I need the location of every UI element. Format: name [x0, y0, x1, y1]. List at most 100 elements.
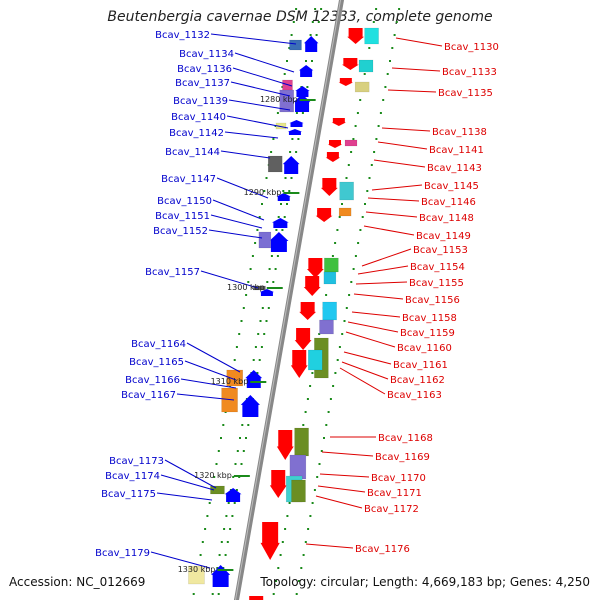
guide-dot	[261, 203, 263, 205]
gene-label-bcav-1157: Bcav_1157	[145, 267, 200, 278]
guide-dot	[235, 489, 238, 491]
guide-dot	[306, 86, 309, 88]
summary-text: Topology: circular; Length: 4,669,183 bp…	[260, 575, 590, 589]
reverse-gene-arrow	[269, 470, 287, 498]
guide-dot	[227, 502, 230, 504]
reverse-gene-arrow	[260, 522, 280, 560]
guide-dot	[295, 151, 298, 153]
guide-dot	[261, 307, 264, 309]
gene-label-bcav-1135: Bcav_1135	[438, 88, 493, 99]
guide-dot	[304, 411, 307, 413]
leader-line	[208, 229, 263, 239]
guide-dot	[256, 372, 259, 374]
forward-gene-arrow	[276, 193, 291, 201]
guide-dot	[279, 554, 282, 556]
gene-label-bcav-1173: Bcav_1173	[109, 456, 164, 467]
gene-block	[210, 485, 225, 495]
guide-dot	[275, 229, 278, 231]
leader-line	[232, 67, 293, 87]
guide-dot	[363, 73, 366, 75]
backbone-highlight	[234, 0, 342, 600]
leader-line	[377, 141, 428, 150]
guide-dot	[356, 112, 359, 114]
gene-label-bcav-1138: Bcav_1138	[432, 127, 487, 138]
reverse-gene-arrow	[320, 178, 338, 196]
guide-dot	[352, 138, 355, 140]
gene-block	[354, 81, 370, 93]
forward-gene-arrow	[271, 218, 289, 228]
leader-line	[226, 115, 289, 129]
guide-dot	[292, 21, 295, 23]
leader-line	[224, 131, 279, 139]
gene-label-bcav-1146: Bcav_1146	[421, 197, 476, 208]
leader-line	[305, 543, 354, 549]
guide-dot	[398, 8, 401, 10]
guide-dot	[311, 60, 313, 62]
guide-dot	[295, 8, 298, 10]
guide-dot	[268, 268, 271, 270]
guide-dot	[291, 138, 294, 140]
leader-line	[228, 99, 291, 111]
leader-line	[367, 197, 420, 202]
guide-dot	[272, 281, 275, 283]
leader-line	[210, 33, 297, 45]
gene-block	[253, 285, 266, 291]
guide-dot	[354, 255, 357, 257]
guide-dot	[281, 86, 284, 88]
guide-dot	[272, 593, 275, 595]
guide-dot	[263, 333, 266, 335]
backbone	[233, 0, 345, 600]
gene-label-bcav-1170: Bcav_1170	[371, 473, 426, 484]
guide-dot	[270, 151, 273, 153]
guide-dot	[368, 177, 371, 179]
guide-dot	[301, 112, 304, 114]
guide-dot	[304, 541, 307, 543]
guide-dot	[215, 463, 218, 465]
guide-dot	[254, 346, 257, 348]
gene-label-bcav-1159: Bcav_1159	[400, 328, 455, 339]
forward-gene-arrow	[295, 86, 310, 97]
forward-gene-arrow	[293, 94, 311, 112]
kbp-tick-label: 1290 kbp	[244, 188, 282, 197]
guide-dot	[238, 333, 241, 335]
gene-block	[308, 349, 323, 371]
guide-dot	[274, 268, 277, 270]
leader-line	[216, 177, 269, 199]
guide-dot	[233, 502, 236, 504]
leader-line	[387, 89, 437, 93]
guide-dot	[281, 541, 284, 543]
guide-dot	[386, 73, 389, 75]
guide-dot	[329, 398, 332, 400]
gene-label-bcav-1171: Bcav_1171	[367, 488, 422, 499]
guide-dot	[222, 424, 225, 426]
gene-label-bcav-1160: Bcav_1160	[397, 343, 452, 354]
guide-dot	[256, 229, 259, 231]
guide-dot	[327, 411, 330, 413]
reverse-gene-arrow	[276, 430, 294, 460]
gene-label-bcav-1132: Bcav_1132	[155, 30, 210, 41]
guide-dot	[325, 424, 328, 426]
guide-dot	[213, 476, 216, 478]
leader-line	[373, 159, 426, 168]
guide-dot	[241, 424, 244, 426]
guide-dot	[217, 593, 220, 595]
guide-dot	[314, 8, 317, 10]
guide-dot	[290, 34, 293, 36]
gene-block	[226, 369, 243, 387]
gene-label-bcav-1136: Bcav_1136	[177, 64, 232, 75]
leader-line	[341, 361, 389, 380]
guide-dot	[276, 255, 279, 257]
kbp-tick-label: 1300 kbp	[227, 283, 265, 292]
guide-dot	[350, 281, 353, 283]
gene-block	[289, 39, 302, 51]
guide-dot	[395, 21, 398, 23]
leader-line	[371, 184, 423, 191]
reverse-gene-arrow	[331, 118, 347, 126]
guide-dot	[275, 580, 277, 582]
leader-line	[347, 321, 399, 333]
reverse-gene-arrow	[327, 140, 343, 148]
gene-block	[258, 231, 272, 249]
guide-dot	[338, 216, 341, 218]
guide-dot	[242, 307, 245, 309]
reverse-gene-arrow	[303, 276, 321, 296]
